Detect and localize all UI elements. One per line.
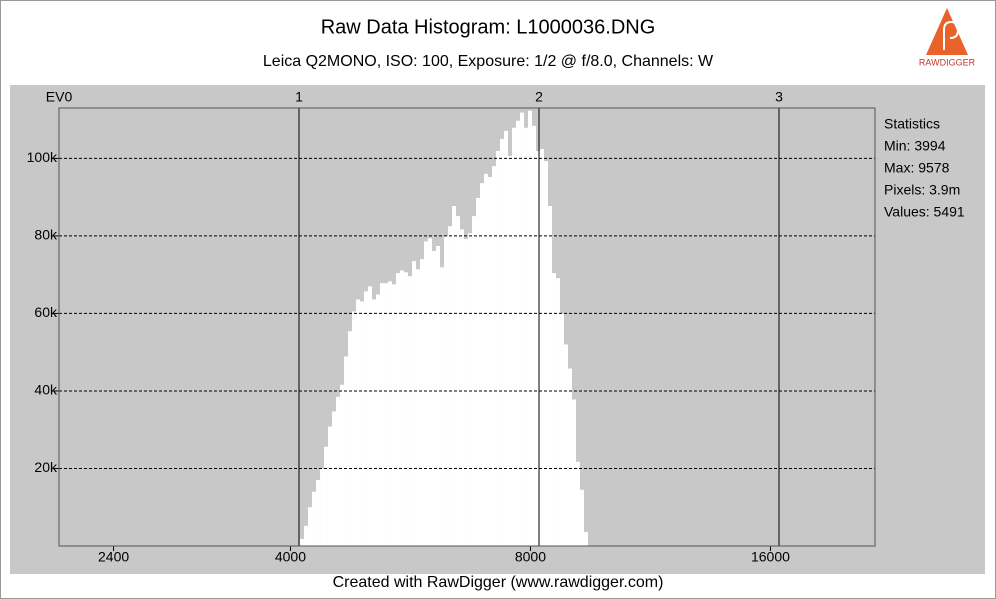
bar — [499, 139, 504, 546]
bar — [451, 206, 456, 546]
bar — [556, 278, 561, 546]
chart-title: Raw Data Histogram: L1000036.DNG — [321, 16, 656, 38]
footer: Created with RawDigger (www.rawdigger.co… — [333, 574, 664, 591]
plot-frame — [58, 107, 876, 547]
bar — [580, 489, 584, 546]
x2-tick-label: 2 — [535, 89, 543, 105]
bar — [364, 291, 368, 546]
bar — [327, 426, 333, 546]
bar — [548, 206, 553, 546]
bar — [564, 344, 569, 546]
logo-icon — [926, 8, 968, 55]
bar — [367, 286, 372, 546]
bar — [339, 384, 344, 546]
x-tick-label: 8000 — [515, 549, 546, 565]
bar — [375, 294, 381, 546]
y-tick-label: 100k — [27, 149, 58, 165]
bar — [431, 251, 436, 546]
bar — [371, 299, 376, 546]
bar — [332, 411, 336, 546]
bar — [448, 226, 452, 546]
bar — [455, 216, 460, 546]
bar — [515, 120, 520, 547]
bar — [400, 270, 404, 546]
bar — [415, 269, 420, 546]
bar — [347, 331, 352, 546]
bar — [527, 110, 533, 547]
statistics-line: Min: 3994 — [884, 138, 946, 154]
bar — [544, 161, 549, 546]
bar — [428, 238, 432, 546]
bar — [568, 368, 573, 546]
bar — [384, 283, 389, 546]
bar — [408, 276, 412, 546]
bar — [300, 539, 305, 546]
plot-area: 20k 40k 60k 80k 100k EV0 1 2 3 2400 4000 8000 16000 S… — [27, 89, 965, 565]
bar — [535, 151, 541, 546]
y-tick-label: 80k — [34, 227, 58, 243]
bar — [343, 356, 348, 546]
bar — [583, 532, 589, 546]
y-tick-label: 40k — [34, 382, 58, 398]
bar — [324, 446, 328, 546]
bar — [440, 267, 444, 546]
bar — [519, 112, 524, 546]
statistics-line: Values: 5491 — [884, 204, 965, 220]
statistics-line: Statistics — [884, 116, 940, 132]
chart-subtitle: Leica Q2MONO, ISO: 100, Exposure: 1/2 @ … — [263, 53, 714, 70]
bar — [560, 313, 565, 546]
bar — [495, 151, 500, 546]
bar — [312, 491, 316, 546]
x-tick-label: 2400 — [98, 549, 129, 565]
bar — [388, 281, 392, 546]
bar — [576, 461, 581, 546]
bar — [508, 156, 513, 546]
bar — [503, 130, 509, 547]
bar — [491, 166, 496, 546]
bar — [356, 299, 361, 546]
bar — [435, 245, 441, 546]
logo-text: RAWDIGGER — [919, 57, 976, 67]
bar — [380, 283, 385, 546]
x2-tick-label: EV0 — [46, 89, 73, 105]
bar — [335, 396, 340, 546]
bar — [320, 468, 325, 546]
logo-glyph — [943, 20, 960, 50]
x2-tick-label: 1 — [295, 89, 303, 105]
bar — [471, 216, 477, 546]
statistics-line: Max: 9578 — [884, 160, 950, 176]
bar — [523, 127, 528, 547]
bar — [424, 241, 429, 546]
bar — [304, 525, 309, 546]
bar — [468, 233, 472, 546]
bar — [484, 173, 489, 546]
bar — [396, 273, 401, 546]
bar — [540, 149, 545, 546]
bar — [459, 229, 464, 546]
bar — [552, 273, 557, 546]
bar — [572, 399, 577, 546]
bar — [351, 311, 357, 546]
bar — [476, 197, 480, 546]
bar — [479, 183, 485, 546]
bar — [360, 301, 365, 546]
x-tick-label: 16000 — [751, 549, 790, 565]
statistics-line: Pixels: 3.9m — [884, 182, 960, 198]
bar — [463, 239, 469, 546]
bar — [488, 176, 492, 546]
x-tick-label: 4000 — [275, 549, 306, 565]
bar — [308, 507, 313, 546]
bar — [512, 127, 516, 547]
bar — [403, 272, 409, 546]
logo: RAWDIGGER — [919, 8, 976, 67]
x2-tick-label: 3 — [775, 89, 783, 105]
bar — [419, 259, 425, 546]
bar — [532, 125, 536, 547]
bar — [315, 480, 321, 546]
y-tick-label: 20k — [34, 459, 58, 475]
bar — [391, 284, 397, 546]
y-tick-label: 60k — [34, 304, 58, 320]
bar — [411, 261, 416, 546]
